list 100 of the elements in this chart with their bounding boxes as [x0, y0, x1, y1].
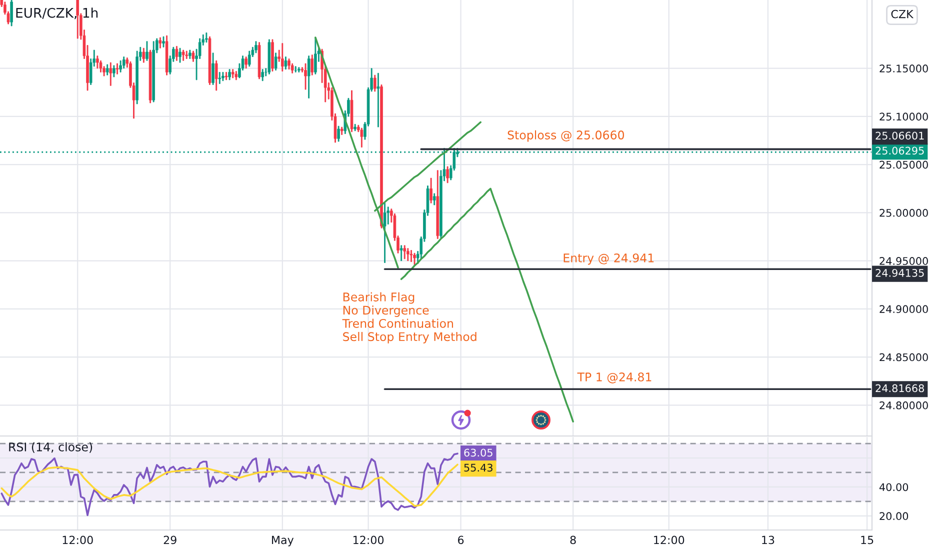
data-label: 63.05 — [464, 448, 492, 457]
candlestick — [294, 66, 298, 72]
y-tick-label: 25.15000 — [880, 64, 928, 72]
candlestick — [383, 202, 386, 263]
candlestick — [136, 50, 138, 104]
y-tick-label: 40.00 — [879, 483, 908, 492]
candlestick — [248, 50, 251, 67]
y-tick-label: 20.00 — [880, 512, 908, 520]
candlestick — [288, 58, 290, 70]
candlestick — [119, 60, 122, 72]
candlestick — [430, 178, 432, 204]
candlestick — [403, 245, 406, 260]
candlestick — [254, 41, 258, 54]
candlestick — [354, 124, 356, 132]
text: EUR/CZK, 1h — [16, 8, 98, 20]
line-series — [0, 452, 458, 516]
candlestick — [231, 69, 234, 78]
candlestick — [188, 50, 192, 59]
annotation: Stoploss @ 25.0660 — [508, 130, 624, 142]
candlestick — [373, 74, 376, 92]
candlestick — [192, 50, 195, 62]
candlestick — [268, 39, 271, 74]
x-tick-label: 13 — [762, 536, 774, 544]
candlestick — [185, 50, 188, 59]
candlestick — [208, 36, 212, 85]
candlestick — [214, 60, 218, 91]
candlestick — [413, 252, 416, 265]
x-tick-label: May — [272, 536, 294, 546]
candlestick — [106, 64, 109, 76]
x-tick-label: 8 — [570, 536, 576, 544]
candlestick — [337, 126, 340, 142]
candlestick — [205, 32, 208, 43]
candlestick — [271, 39, 274, 72]
line-series — [0, 464, 458, 507]
candlestick — [400, 245, 403, 262]
candlestick — [350, 90, 354, 132]
candlestick — [165, 35, 168, 76]
candlestick — [261, 69, 264, 82]
candlestick — [298, 67, 300, 72]
candlestick — [432, 193, 436, 206]
data-label: 24.94135 — [876, 268, 924, 277]
candlestick — [360, 128, 364, 148]
y-tick-label: 25.10000 — [880, 112, 928, 121]
ref-line-label: 25.06295 — [876, 146, 924, 155]
annotation: TP 1 @24.81 — [577, 372, 652, 384]
annotation: Entry @ 24.941 — [564, 253, 654, 265]
candlestick — [175, 46, 178, 61]
x-tick-label: 15 — [861, 536, 874, 544]
candlestick — [314, 37, 317, 74]
candlestick — [406, 248, 410, 262]
y-axis-title: CZK — [891, 10, 914, 18]
y-tick-label: 24.95000 — [880, 257, 928, 265]
candlestick — [281, 43, 284, 72]
candlestick — [218, 72, 222, 84]
data-label: 24.81668 — [876, 384, 924, 392]
candlestick — [310, 54, 314, 76]
candlestick — [222, 72, 224, 82]
candlestick — [410, 250, 413, 262]
candlestick — [178, 48, 182, 63]
candlestick — [10, 0, 13, 26]
candlestick — [446, 166, 449, 184]
y-tick-label: 25.00000 — [880, 208, 928, 217]
candlestick — [158, 37, 162, 48]
candlestick — [307, 56, 310, 98]
x-tick-label: 12:00 — [354, 536, 384, 544]
data-label: 55.43 — [464, 464, 492, 472]
y-tick-label: 24.85000 — [880, 353, 928, 362]
candlestick — [376, 72, 380, 128]
candlestick — [234, 71, 238, 80]
candlestick — [304, 63, 307, 90]
candlestick — [284, 56, 288, 70]
x-tick-label: 29 — [164, 536, 176, 544]
candlestick — [274, 52, 278, 70]
candlestick — [112, 65, 116, 78]
y-tick-label: 25.05000 — [880, 160, 928, 169]
candlestick — [436, 170, 440, 239]
candlestick — [224, 72, 228, 80]
candlestick — [122, 56, 126, 69]
chart-title: RSI (14, close) — [9, 442, 92, 453]
candlestick — [142, 48, 146, 63]
candlestick — [148, 50, 152, 104]
candlestick — [258, 42, 261, 80]
candlestick — [162, 36, 165, 48]
annotation: Bearish Flag No Divergence Trend Continuation Sell Stop Entry Method — [342, 292, 476, 344]
candlestick — [116, 63, 119, 74]
data-label: 25.06601 — [876, 132, 924, 140]
candlestick — [182, 50, 185, 61]
candlestick — [228, 69, 231, 80]
candlestick — [109, 62, 112, 86]
candlestick — [146, 41, 148, 61]
candlestick — [212, 52, 214, 85]
x-tick-label: 12:00 — [654, 536, 684, 544]
candlestick — [244, 56, 248, 69]
candlestick — [152, 41, 155, 102]
candlestick — [96, 56, 99, 69]
y-tick-label: 24.90000 — [880, 305, 928, 314]
x-tick-label: 6 — [458, 536, 464, 544]
y-tick-label: 24.80000 — [880, 401, 928, 410]
candlestick — [76, 0, 80, 39]
x-tick-label: 12:00 — [62, 536, 93, 544]
